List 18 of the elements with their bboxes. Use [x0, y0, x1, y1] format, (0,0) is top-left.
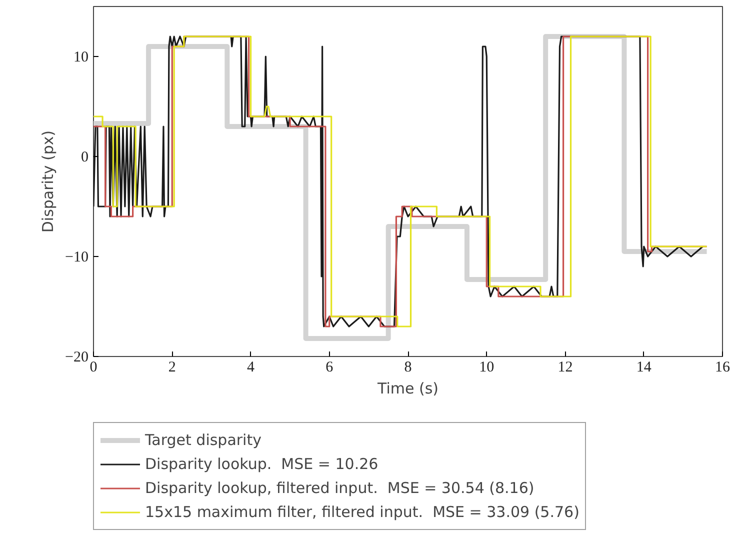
x-tick-label: 16 — [715, 360, 730, 376]
x-tick-label: 2 — [168, 360, 176, 376]
y-tick-label: 10 — [74, 50, 88, 66]
legend-label: Disparity lookup. MSE = 10.26 — [145, 454, 378, 475]
x-tick-label: 12 — [558, 360, 573, 376]
x-axis-title: Time (s) — [376, 380, 438, 398]
x-tick-label: 8 — [404, 360, 412, 376]
y-axis-title: Disparity (px) — [39, 130, 58, 233]
legend-label: Target disparity — [145, 430, 262, 451]
y-tick-label: 0 — [81, 150, 88, 166]
legend-label: Disparity lookup, filtered input. MSE = 30.54 (8.16) — [145, 478, 534, 499]
y-tick-label: −20 — [65, 350, 89, 366]
x-tick-label: 10 — [479, 360, 494, 376]
x-tick-label: 4 — [247, 360, 255, 376]
x-tick-label: 14 — [636, 360, 652, 376]
y-tick-label: −10 — [65, 250, 89, 266]
x-tick-label: 6 — [326, 360, 334, 376]
legend-label: 15x15 maximum filter, filtered input. MSE = 33.09 (5.76) — [145, 502, 580, 523]
